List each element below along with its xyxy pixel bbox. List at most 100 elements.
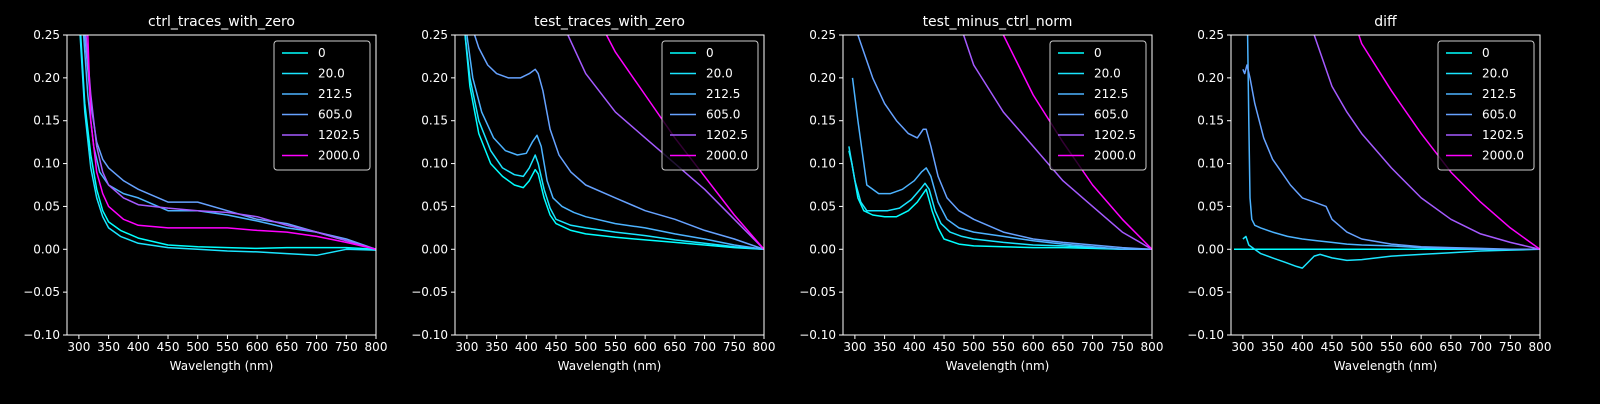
series-line-212.5	[82, 35, 376, 251]
y-tick-label: 0.10	[1197, 157, 1224, 171]
x-tick-label: 700	[1081, 340, 1104, 354]
plot-frame	[454, 34, 765, 336]
x-tick-label: 350	[97, 340, 120, 354]
x-tick-label: 400	[1291, 340, 1314, 354]
y-tick-label: 0.10	[33, 157, 60, 171]
legend-item: 212.5	[1446, 87, 1516, 101]
y-tick-label: 0.25	[809, 28, 836, 42]
y-tick-label: 0.05	[809, 199, 836, 213]
legend-label: 2000.0	[1482, 149, 1524, 163]
y-tick-label: 0.05	[1197, 199, 1224, 213]
y-tick-label: 0.00	[1197, 242, 1224, 256]
x-tick-label: 400	[127, 340, 150, 354]
legend-label: 0	[706, 46, 714, 60]
x-tick-label: 600	[1410, 340, 1433, 354]
x-tick-label: 700	[305, 340, 328, 354]
y-tick-label: −0.10	[411, 328, 448, 342]
legend-label: 605.0	[1094, 108, 1128, 122]
y-tick-label: −0.10	[1187, 328, 1224, 342]
y-tick-label: 0.05	[33, 199, 60, 213]
chart-title: diff	[1374, 14, 1397, 30]
x-tick-label: 500	[1350, 340, 1373, 354]
x-tick-label: 300	[67, 340, 90, 354]
x-tick-label: 750	[723, 340, 746, 354]
series-line-1202.5	[1313, 35, 1540, 251]
series-line-605.0	[857, 35, 1152, 251]
series-line-605.0	[473, 35, 764, 251]
x-tick-label: 450	[157, 340, 180, 354]
legend-item: 605.0	[670, 108, 740, 122]
legend-label: 1202.5	[1094, 128, 1136, 142]
legend-item: 1202.5	[1058, 128, 1136, 142]
y-tick-label: −0.05	[411, 285, 448, 299]
x-tick-label: 600	[246, 340, 269, 354]
x-tick-label: 800	[753, 340, 776, 354]
series-line-1202.5	[962, 35, 1152, 250]
x-tick-label: 800	[1141, 340, 1164, 354]
legend-item: 0	[1446, 46, 1490, 60]
series-group	[848, 35, 1152, 251]
series-line-1202.5	[567, 35, 764, 250]
y-tick-label: −0.05	[23, 285, 60, 299]
series-group	[1234, 35, 1540, 269]
series-line-20.0	[1242, 235, 1540, 269]
legend-item: 1202.5	[1446, 128, 1524, 142]
legend-item: 20.0	[1446, 67, 1509, 81]
series-line-0	[79, 35, 376, 251]
y-tick-label: 0.15	[1197, 114, 1224, 128]
legend-item: 2000.0	[1446, 149, 1524, 163]
series-line-2000.0	[1358, 35, 1540, 250]
legend-item: 605.0	[282, 108, 352, 122]
legend-item: 20.0	[1058, 67, 1121, 81]
x-tick-label: 450	[1321, 340, 1344, 354]
x-tick-label: 500	[186, 340, 209, 354]
x-tick-label: 700	[693, 340, 716, 354]
x-tick-label: 750	[335, 340, 358, 354]
y-tick-label: 0.00	[421, 242, 448, 256]
series-group	[79, 35, 376, 257]
x-tick-label: 500	[962, 340, 985, 354]
series-line-605.0	[1242, 64, 1540, 251]
legend-label: 212.5	[1482, 87, 1516, 101]
y-tick-label: 0.15	[33, 114, 60, 128]
legend: 0 20.0 212.5 605.0 1202.5 2000.0	[273, 40, 371, 171]
y-tick-label: 0.00	[33, 242, 60, 256]
series-line-2000.0	[87, 35, 376, 251]
legend-label: 0	[1482, 46, 1490, 60]
y-tick-label: 0.10	[809, 157, 836, 171]
series-line-212.5	[466, 35, 764, 251]
series-line-0	[464, 35, 764, 251]
y-tick-label: 0.00	[809, 242, 836, 256]
y-tick-label: −0.05	[1187, 285, 1224, 299]
legend-label: 1202.5	[1482, 128, 1524, 142]
chart-panel-3: 300 350 400 450 500 550 600 650 700 750 800 −0.10 −0…	[799, 14, 1163, 373]
y-tick-label: 0.25	[1197, 28, 1224, 42]
x-tick-label: 550	[1380, 340, 1403, 354]
x-tick-label: 650	[1439, 340, 1462, 354]
x-tick-label: 550	[216, 340, 239, 354]
legend-label: 0	[1094, 46, 1102, 60]
legend-label: 2000.0	[318, 149, 360, 163]
y-tick-label: 0.20	[809, 71, 836, 85]
legend-label: 20.0	[1482, 67, 1509, 81]
x-tick-label: 700	[1469, 340, 1492, 354]
legend-label: 0	[318, 46, 326, 60]
chart-panel-4: 300 350 400 450 500 550 600 650 700 750 800 −0.10 −0…	[1187, 14, 1551, 373]
x-tick-label: 800	[365, 340, 388, 354]
x-tick-label: 350	[873, 340, 896, 354]
x-tick-label: 650	[1051, 340, 1074, 354]
x-tick-label: 300	[1231, 340, 1254, 354]
legend-item: 0	[670, 46, 714, 60]
x-tick-label: 650	[663, 340, 686, 354]
y-tick-label: 0.25	[421, 28, 448, 42]
legend-label: 20.0	[318, 67, 345, 81]
y-tick-label: 0.25	[33, 28, 60, 42]
legend-item: 212.5	[282, 87, 352, 101]
series-line-20.0	[464, 35, 764, 251]
legend-item: 1202.5	[282, 128, 360, 142]
x-tick-label: 650	[275, 340, 298, 354]
chart-panel-2: 300 350 400 450 500 550 600 650 700 750 800 −0.10 −0…	[411, 14, 775, 373]
legend-label: 605.0	[706, 108, 740, 122]
legend-item: 605.0	[1446, 108, 1516, 122]
x-tick-label: 300	[843, 340, 866, 354]
